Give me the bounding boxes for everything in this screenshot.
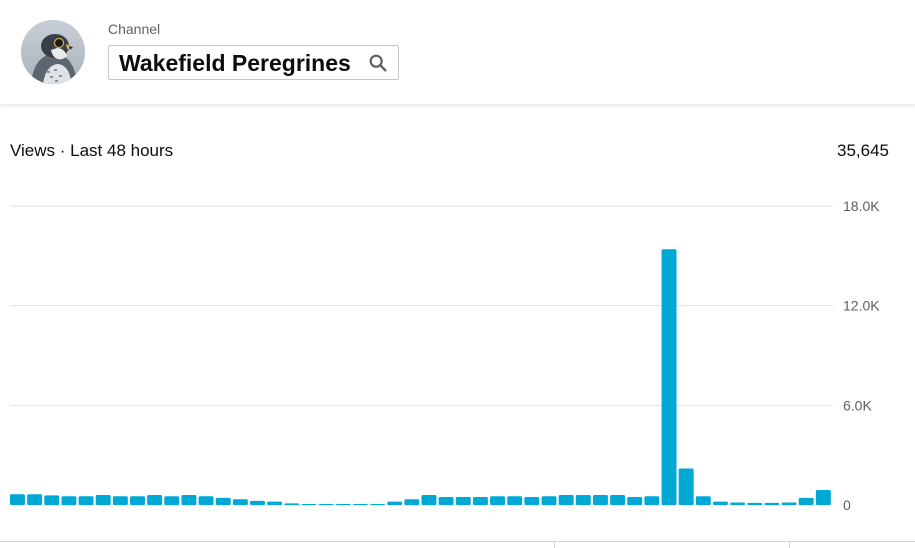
bar[interactable]: [267, 501, 283, 505]
bar[interactable]: [318, 504, 334, 505]
bar[interactable]: [472, 497, 488, 505]
bar[interactable]: [387, 501, 403, 505]
bar[interactable]: [164, 496, 180, 505]
bar[interactable]: [112, 496, 128, 505]
bar[interactable]: [147, 495, 163, 505]
bar[interactable]: [490, 496, 506, 505]
bar[interactable]: [198, 496, 214, 505]
bar[interactable]: [678, 468, 694, 505]
bar[interactable]: [627, 497, 643, 505]
bar[interactable]: [455, 497, 471, 505]
bar[interactable]: [730, 502, 746, 505]
bar[interactable]: [44, 495, 60, 505]
x-axis-divider: [554, 541, 555, 548]
bar[interactable]: [78, 496, 94, 505]
peregrine-falcon-avatar-icon: [21, 20, 85, 84]
bar[interactable]: [352, 504, 368, 505]
channel-label: Channel: [108, 21, 161, 37]
bar[interactable]: [61, 496, 77, 505]
bar[interactable]: [764, 502, 780, 505]
metric-total: 35,645: [837, 141, 889, 160]
channel-header: Channel Wakefield Peregrines: [0, 0, 915, 104]
bar[interactable]: [798, 497, 814, 505]
bar[interactable]: [95, 495, 111, 505]
bar[interactable]: [747, 502, 763, 505]
metric-label: Views · Last 48 hours: [10, 141, 174, 160]
bar[interactable]: [541, 496, 557, 505]
bar[interactable]: [421, 495, 437, 505]
bar[interactable]: [301, 504, 317, 505]
bar[interactable]: [27, 494, 43, 505]
bar[interactable]: [232, 499, 248, 505]
y-tick-label: 18.0K: [843, 198, 880, 214]
bar[interactable]: [695, 496, 711, 505]
bar[interactable]: [644, 496, 660, 505]
views-bar-chart: 0 6.0K 12.0K 18.0K: [10, 198, 880, 513]
bar[interactable]: [215, 497, 231, 505]
bar[interactable]: [712, 501, 728, 505]
bar[interactable]: [507, 496, 523, 505]
bar[interactable]: [335, 504, 351, 505]
bar[interactable]: [130, 496, 145, 505]
bar[interactable]: [250, 500, 265, 505]
bar[interactable]: [592, 495, 608, 505]
search-icon[interactable]: [367, 52, 389, 74]
channel-selector[interactable]: Wakefield Peregrines: [108, 45, 399, 80]
bar[interactable]: [815, 490, 831, 505]
bar[interactable]: [10, 494, 25, 505]
bar[interactable]: [610, 495, 626, 505]
bar[interactable]: [370, 504, 386, 505]
bar[interactable]: [404, 499, 420, 505]
bar[interactable]: [438, 497, 454, 505]
bar[interactable]: [558, 495, 574, 505]
bar[interactable]: [661, 249, 677, 505]
x-axis-divider: [789, 541, 790, 548]
channel-avatar[interactable]: [21, 20, 85, 84]
bar[interactable]: [781, 502, 797, 505]
bar[interactable]: [524, 497, 540, 505]
y-tick-label: 6.0K: [843, 397, 872, 413]
y-tick-label: 0: [843, 497, 851, 513]
bar[interactable]: [284, 503, 300, 505]
bar[interactable]: [181, 495, 197, 505]
channel-name: Wakefield Peregrines: [119, 50, 351, 76]
x-axis-line: [0, 541, 915, 542]
bar[interactable]: [575, 495, 591, 505]
y-tick-label: 12.0K: [843, 298, 880, 314]
